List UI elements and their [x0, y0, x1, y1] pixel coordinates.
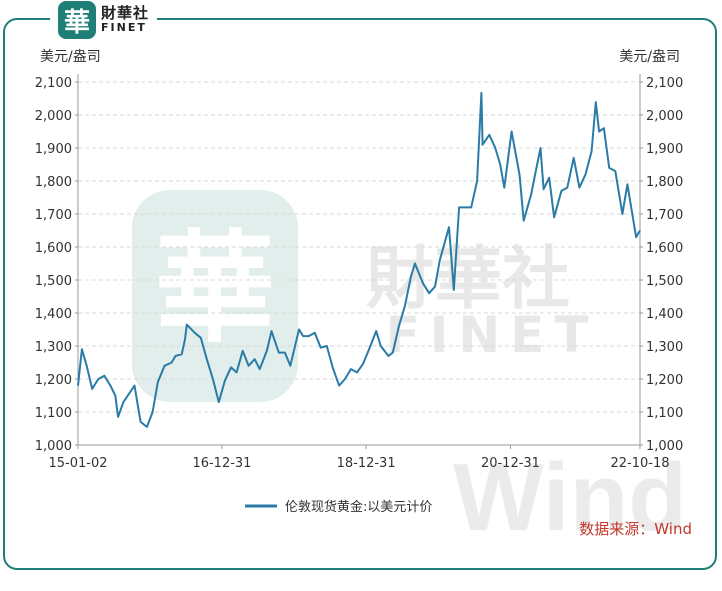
y-tick-label-left: 2,100: [35, 76, 72, 91]
y-tick-label-right: 2,000: [646, 109, 683, 124]
y-tick-label-right: 1,600: [646, 241, 683, 256]
y-tick-label-left: 1,400: [35, 307, 72, 322]
y-tick-label-right: 1,100: [646, 406, 683, 421]
y-tick-label-left: 1,100: [35, 406, 72, 421]
legend[interactable]: 伦敦现货黄金:以美元计价: [245, 499, 432, 515]
y-tick-label-right: 2,100: [646, 76, 683, 91]
x-tick-label: 15-01-02: [48, 456, 107, 471]
y-tick-label-right: 1,500: [646, 274, 683, 289]
watermark-english: FINET: [386, 306, 599, 364]
y-axis-label-left: 美元/盎司: [40, 49, 101, 65]
y-tick-label-right: 1,400: [646, 307, 683, 322]
x-tick-label: 16-12-31: [192, 456, 251, 471]
y-tick-label-left: 1,000: [35, 439, 72, 454]
y-tick-label-right: 1,200: [646, 373, 683, 388]
y-tick-label-left: 2,000: [35, 109, 72, 124]
y-axis-label-right: 美元/盎司: [619, 49, 680, 65]
y-tick-label-left: 1,600: [35, 241, 72, 256]
y-tick-label-right: 1,800: [646, 175, 683, 190]
y-tick-label-left: 1,800: [35, 175, 72, 190]
y-ticks-left: 1,000 1,100 1,200 1,300 1,400 1,500 1,600 1,700…: [35, 76, 78, 454]
y-ticks-right: 1,000 1,100 1,200 1,300 1,400 1,500 1,600 1,700…: [640, 76, 683, 454]
watermark: 華 財華社 FINET: [132, 190, 598, 402]
watermark-logo-mark: 華: [155, 218, 275, 359]
data-source: 数据来源：Wind: [579, 518, 692, 539]
y-tick-label-left: 1,900: [35, 142, 72, 157]
x-tick-label: 18-12-31: [337, 456, 396, 471]
y-tick-label-right: 1,900: [646, 142, 683, 157]
y-tick-label-right: 1,700: [646, 208, 683, 223]
y-tick-label-left: 1,700: [35, 208, 72, 223]
y-tick-label-right: 1,300: [646, 340, 683, 355]
x-tick-label: 22-10-18: [610, 456, 669, 471]
x-tick-label: 20-12-31: [481, 456, 540, 471]
y-tick-label-left: 1,200: [35, 373, 72, 388]
legend-label: 伦敦现货黄金:以美元计价: [285, 499, 432, 515]
y-tick-label-left: 1,300: [35, 340, 72, 355]
y-tick-label-right: 1,000: [646, 439, 683, 454]
y-tick-label-left: 1,500: [35, 274, 72, 289]
